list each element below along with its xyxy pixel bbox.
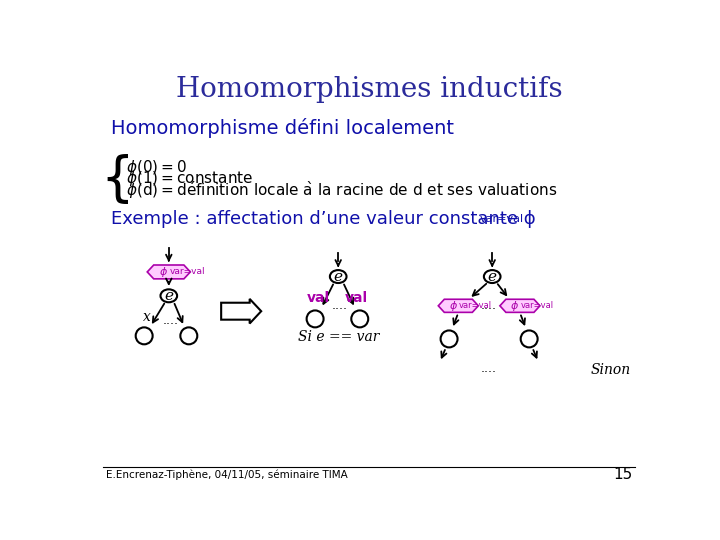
Circle shape (521, 330, 538, 347)
Text: $\{$: $\{$ (100, 152, 130, 206)
Text: var=val: var=val (170, 267, 205, 276)
Text: val: val (345, 291, 368, 305)
Text: Homomorphismes inductifs: Homomorphismes inductifs (176, 76, 562, 103)
Text: E.Encrenaz-Tiphène, 04/11/05, séminaire TIMA: E.Encrenaz-Tiphène, 04/11/05, séminaire … (106, 469, 348, 480)
Text: $\phi(\mathrm{d}) = \mathrm{d\acute{e}finition\ locale\ \grave{a}\ la\ racine\ d: $\phi(\mathrm{d}) = \mathrm{d\acute{e}fi… (126, 179, 557, 201)
Text: var=val: var=val (521, 301, 554, 310)
Circle shape (307, 310, 323, 327)
Text: ....: .... (332, 299, 348, 312)
Text: $\phi(1) = \mathrm{constante}$: $\phi(1) = \mathrm{constante}$ (126, 169, 253, 188)
Text: ....: .... (162, 314, 179, 327)
Ellipse shape (161, 289, 177, 302)
Text: x: x (143, 310, 151, 325)
Text: e: e (333, 269, 343, 284)
Polygon shape (221, 299, 261, 323)
Text: ....: .... (481, 362, 497, 375)
Text: e: e (487, 269, 497, 284)
Text: $\phi$: $\phi$ (159, 265, 168, 279)
Text: Sinon: Sinon (590, 363, 631, 377)
Polygon shape (500, 299, 540, 312)
Text: $\phi$: $\phi$ (449, 299, 457, 313)
Circle shape (441, 330, 457, 347)
Text: Si e == var: Si e == var (297, 329, 379, 343)
Text: var=val: var=val (459, 301, 492, 310)
Text: Exemple : affectation d’une valeur constante ϕ: Exemple : affectation d’une valeur const… (111, 210, 536, 228)
Text: e: e (164, 289, 174, 303)
Text: var=val: var=val (480, 214, 524, 224)
Ellipse shape (330, 270, 346, 283)
Text: 15: 15 (613, 467, 632, 482)
Text: val: val (307, 291, 330, 305)
Text: ....: .... (481, 299, 497, 312)
Text: $\phi(0) = 0$: $\phi(0) = 0$ (126, 158, 186, 177)
Circle shape (135, 327, 153, 345)
Polygon shape (438, 299, 478, 312)
Circle shape (351, 310, 368, 327)
Text: $\phi$: $\phi$ (510, 299, 519, 313)
Polygon shape (148, 265, 190, 279)
Ellipse shape (484, 270, 500, 283)
Text: Homomorphisme défini localement: Homomorphisme défini localement (111, 118, 454, 138)
Circle shape (180, 327, 197, 345)
